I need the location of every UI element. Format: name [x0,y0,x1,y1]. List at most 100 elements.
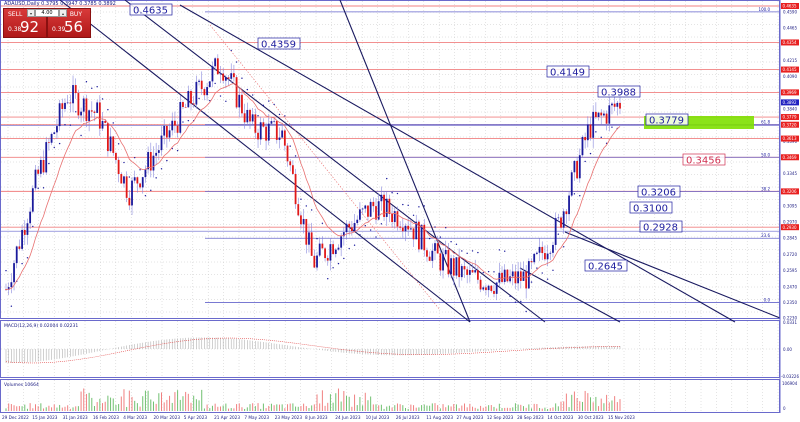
sar-dot [412,214,415,216]
candle-body [353,223,356,232]
candle-body [568,195,570,215]
candle-body [125,176,128,198]
price-tag-text: 0.3779 [783,115,797,120]
sar-dot [246,88,249,91]
sar-dot [600,136,602,139]
price-tag-text: 0.2930 [783,225,797,230]
price-tag-red [781,154,799,161]
sar-dot [461,250,463,252]
sar-dot [144,195,147,197]
candle-body [249,109,251,122]
lot-increase-button[interactable]: ▴ [59,9,67,17]
sar-dot [482,271,484,274]
price-annotation-box [682,153,726,166]
candle-body [77,93,80,116]
sar-dot [209,99,211,102]
date-axis[interactable]: 29 Dec 2022 15 Jan 2023 31 Jan 2023 16 Feb … [2,415,635,420]
candle-body [195,81,198,105]
candle-body [447,249,450,275]
price-tag-red [781,114,799,121]
price-tick: 0.2230 [783,316,797,321]
date-tick: 20 Mar 2023 [154,415,181,420]
sar-dot [75,111,77,113]
sar-dot [107,109,109,111]
candle-body [31,188,34,212]
price-annotation-box [546,65,590,78]
candle-body [190,91,192,104]
sar-dot [407,204,409,207]
date-tick: 5 Apr 2023 [184,415,208,420]
candle-body [117,159,120,175]
sar-dot [514,301,517,303]
lot-size-input[interactable]: 4.00 [35,9,59,17]
candle-body [544,253,546,260]
sar-dot [402,203,404,206]
candle-body [227,77,230,79]
price-axis[interactable]: 0.45900.44650.42150.40900.38400.35900.33… [779,0,799,413]
price-tick: 0.4215 [783,58,797,63]
sar-dot [284,115,286,117]
candle-body [233,73,235,78]
candle-body [305,218,308,245]
price-annotation-box [639,220,683,233]
candle-body [69,102,72,104]
volume-bars [5,388,621,411]
candle-body [90,110,93,112]
candle-body [214,58,217,67]
date-tick: 21 Apr 2023 [214,415,240,420]
candle-body [123,176,125,184]
candle-body [47,142,50,143]
candle-body [112,136,115,153]
sar-dot [310,209,313,211]
date-tick: 28 Sep 2023 [517,415,544,420]
candle-body [584,136,587,141]
candle-body [37,169,40,174]
trendline [519,267,621,323]
candle-body [377,201,380,220]
candle-body [93,111,96,113]
candle-body [463,266,466,270]
candle-body [600,112,603,116]
candle-body [466,269,469,275]
candle-body [530,261,533,263]
lot-decrease-button[interactable]: ▾ [27,9,35,17]
sar-dot [573,193,576,195]
volume-axis-top: 106904 [782,381,798,386]
sar-dot [37,187,39,190]
sar-dot [428,237,431,240]
candle-body [450,258,452,275]
sar-dot [525,310,527,313]
sar-dot [327,278,329,280]
candle-body [257,132,259,140]
candle-body [198,80,200,82]
candle-body [576,160,579,179]
sar-dot [278,113,281,116]
date-tick: 15 Nov 2023 [608,415,635,420]
candle-body [141,177,144,188]
price-tick: 0.2350 [783,300,797,305]
sar-dot [117,143,120,145]
candle-body [460,266,463,278]
candle-body [554,218,557,245]
candle-body [29,211,32,224]
price-tag-red [781,121,799,128]
candle-body [348,223,351,228]
sar-dot [53,146,55,149]
candle-body [157,150,160,153]
candle-body [168,130,171,138]
candle-body [471,270,474,273]
candle-body [586,124,589,141]
sar-dot [42,187,45,189]
candle-body [26,223,29,235]
candle-body [316,255,318,268]
candle-body [560,217,562,228]
fib-label: 100.0 [759,7,771,12]
candle-body [385,198,388,217]
candle-body [104,120,107,123]
candle-body [570,172,573,196]
sar-dot [176,149,179,152]
sar-dot [96,86,98,88]
sell-button[interactable]: SELL 0.38 92 [3,8,47,38]
